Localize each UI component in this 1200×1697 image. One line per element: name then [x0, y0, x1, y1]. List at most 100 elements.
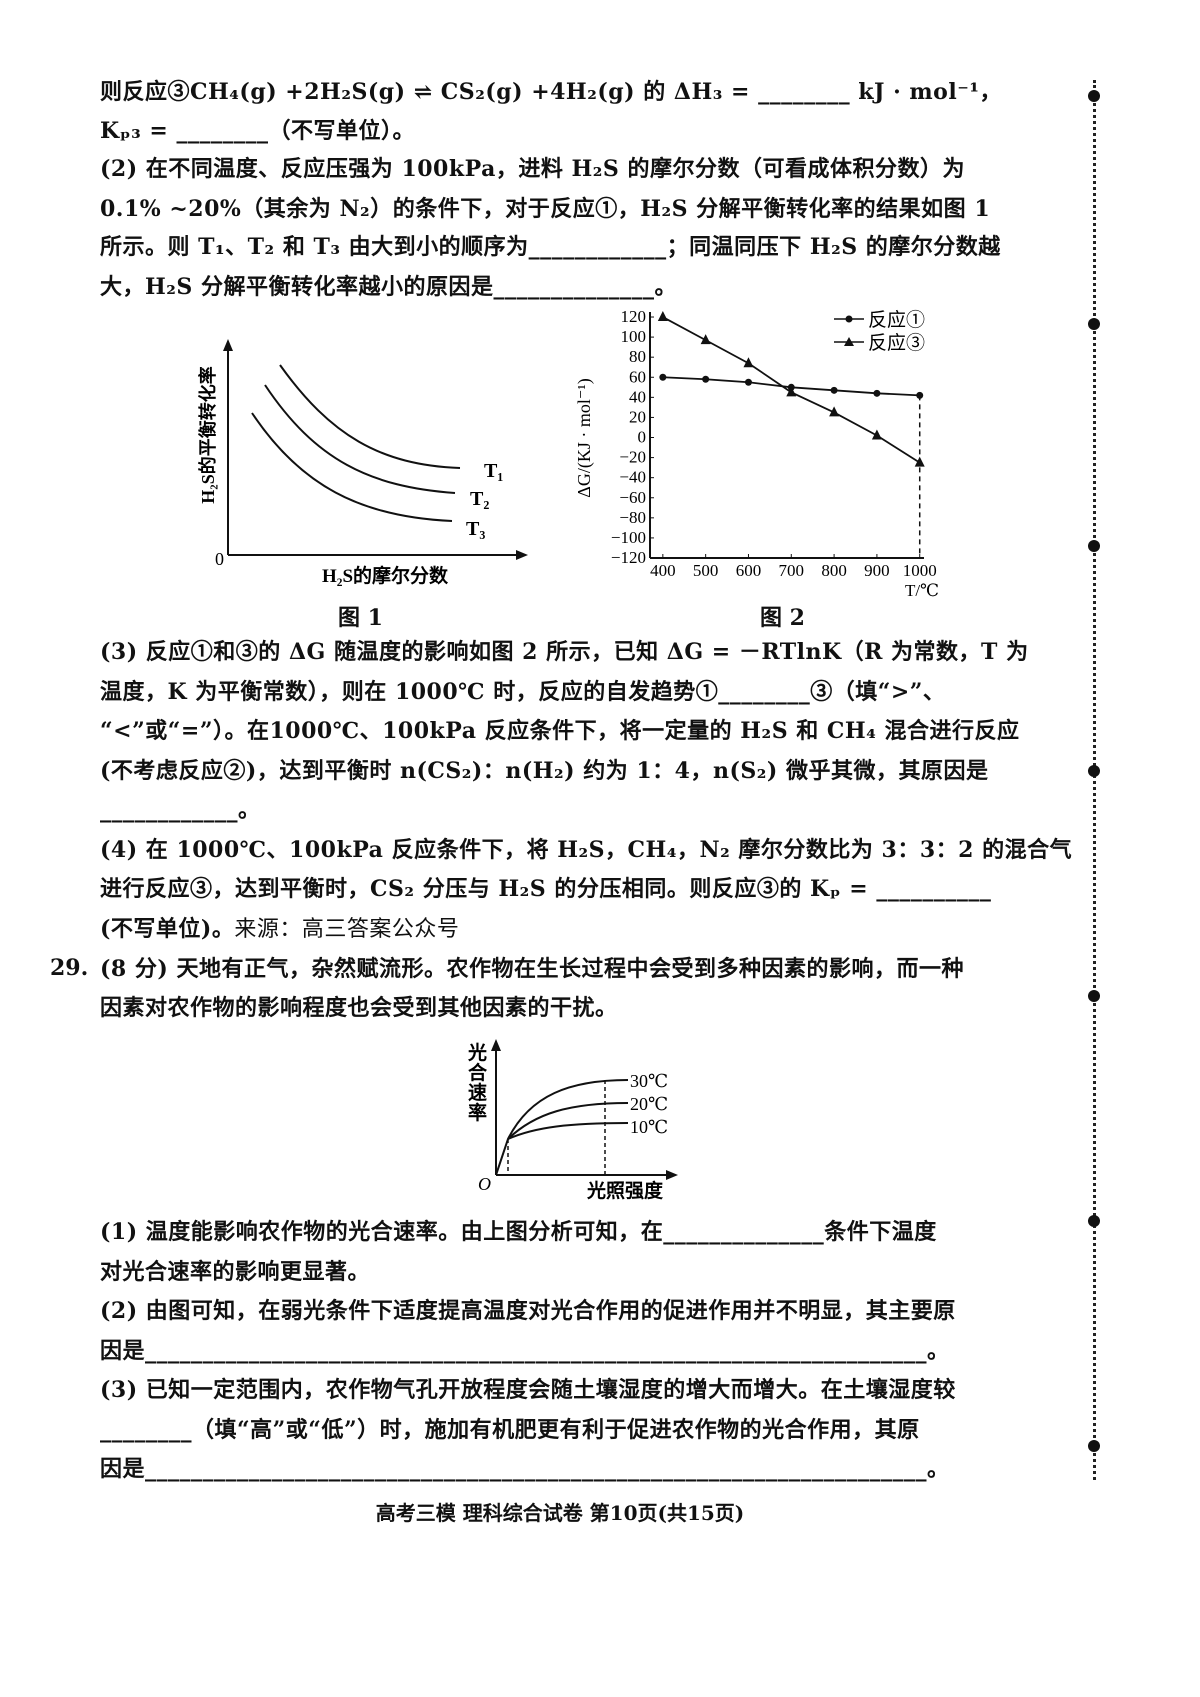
data-point-triangle	[700, 334, 711, 345]
q28-line: (3) 反应①和③的 ΔG 随温度的影响如图 2 所示，已知 ΔG = －RTl…	[100, 639, 1029, 665]
q28-line: (4) 在 1000℃、100kPa 反应条件下，将 H₂S，CH₄，N₂ 摩尔…	[100, 837, 1073, 863]
curve-10c	[507, 1122, 629, 1140]
x-tick-label: 800	[821, 561, 847, 580]
legend-entry: 反应③	[868, 332, 925, 354]
q29-line: 因是______________________________________…	[100, 1338, 950, 1364]
origin-label: 0	[215, 549, 224, 569]
x-axis-label: 光照强度	[586, 1179, 664, 1202]
q28-line: (不写单位)。来源：高三答案公众号	[100, 915, 459, 944]
q28-line: “<”或“=”）。在1000℃、100kPa 反应条件下，将一定量的 H₂S 和…	[100, 718, 1020, 744]
q28-line: 进行反应③，达到平衡时，CS₂ 分压与 H₂S 的分压相同。则反应③的 Kₚ =…	[100, 876, 992, 902]
q29-line: (1) 温度能影响农作物的光合速率。由上图分析可知，在_____________…	[100, 1219, 937, 1245]
q28-line: (不考虑反应②)，达到平衡时 n(CS₂)：n(H₂) 约为 1：4，n(S₂)…	[100, 758, 989, 784]
y-tick-label: −80	[619, 508, 646, 527]
x-tick-label: 1000	[903, 561, 937, 580]
y-tick-label: 40	[629, 387, 646, 406]
y-axis-label: ΔG/(KJ · mol⁻¹)	[574, 378, 595, 497]
y-tick-label: 60	[629, 367, 646, 386]
y-tick-label: 20	[629, 407, 646, 426]
y-axis-label: H₂S的平衡转化率	[197, 366, 218, 503]
data-point-triangle	[829, 406, 840, 417]
legend-circle-marker	[845, 315, 853, 323]
q28-line: (2) 在不同温度、反应压强为 100kPa，进料 H₂S 的摩尔分数（可看成体…	[100, 156, 965, 182]
label-30c: 30℃	[630, 1071, 668, 1091]
x-tick-label: 500	[693, 561, 719, 580]
binding-hole	[1088, 990, 1100, 1002]
data-point-circle	[873, 389, 881, 397]
data-point-circle	[830, 386, 838, 394]
q29-line: ________（填“高”或“低”）时，施加有机肥更有利于促进农作物的光合作用，…	[100, 1417, 920, 1443]
binding-hole	[1088, 540, 1100, 552]
label-t3: T₃	[466, 518, 485, 540]
x-tick-label: 400	[650, 561, 676, 580]
curve-t3	[251, 412, 453, 522]
x-axis-arrow-icon	[666, 1170, 678, 1180]
y-tick-label: −100	[611, 528, 646, 547]
q29-line: 对光合速率的影响更显著。	[100, 1259, 371, 1285]
binding-hole	[1088, 318, 1100, 330]
q28-line: 则反应③CH₄(g) +2H₂S(g) ⇌ CS₂(g) +4H₂(g) 的 Δ…	[100, 79, 1002, 105]
q29-line: (2) 由图可知，在弱光条件下适度提高温度对光合作用的促进作用并不明显，其主要原	[100, 1298, 956, 1324]
x-axis-label: T/℃	[905, 581, 939, 600]
curve-20c	[507, 1102, 629, 1140]
y-tick-label: −120	[611, 548, 646, 567]
x-tick-label: 900	[864, 561, 890, 580]
y-axis-label: 光合速率	[467, 1041, 488, 1124]
q28-line: ____________。	[100, 797, 261, 823]
data-point-triangle	[871, 429, 882, 440]
y-tick-label: −20	[619, 448, 646, 467]
binding-hole	[1088, 90, 1100, 102]
q28-last-line: (不写单位)。	[100, 916, 235, 942]
data-point-circle	[744, 378, 752, 386]
q28-line: 0.1% ~20%（其余为 N₂）的条件下，对于反应①，H₂S 分解平衡转化率的…	[100, 196, 991, 222]
y-tick-label: 80	[629, 347, 646, 366]
figure-1: T₁ T₂ T₃ 0 H₂S的摩尔分数 H₂S的平衡转化率	[197, 339, 528, 587]
y-tick-label: 120	[621, 307, 647, 326]
curve-t1	[279, 364, 461, 469]
x-axis-arrow-icon	[516, 550, 528, 560]
data-point-triangle	[657, 311, 668, 322]
q29-line: 因是______________________________________…	[100, 1456, 950, 1482]
page-footer: 高考三模 理科综合试卷 第10页(共15页)	[375, 1501, 745, 1525]
x-axis-label: H₂S的摩尔分数	[322, 564, 449, 587]
origin-label: O	[478, 1174, 491, 1194]
q28-line: 所示。则 T₁、T₂ 和 T₃ 由大到小的顺序为____________；同温同…	[100, 234, 1001, 260]
q29-line: (8 分) 天地有正气，杂然赋流形。农作物在生长过程中会受到多种因素的影响，而一…	[100, 956, 964, 982]
y-tick-label: 0	[638, 428, 647, 447]
data-point-triangle	[786, 386, 797, 397]
legend-entry: 反应①	[868, 309, 925, 331]
figure-2-caption: 图 2	[760, 605, 805, 631]
label-t2: T₂	[470, 488, 489, 510]
binding-hole	[1088, 1440, 1100, 1452]
q28-line: 大，H₂S 分解平衡转化率越小的原因是______________。	[100, 274, 677, 300]
curve-30c	[495, 1079, 629, 1176]
q29-line: (3) 已知一定范围内，农作物气孔开放程度会随土壤湿度的增大而增大。在土壤湿度较	[100, 1377, 956, 1403]
curve-t2	[264, 384, 456, 494]
legend: 反应① 反应③	[834, 309, 925, 354]
data-point-circle	[702, 375, 710, 383]
label-10c: 10℃	[630, 1117, 668, 1137]
binding-hole	[1088, 765, 1100, 777]
label-20c: 20℃	[630, 1094, 668, 1114]
y-tick-label: 100	[621, 327, 647, 346]
binding-edge-dotted-line	[1093, 80, 1096, 1480]
y-tick-label: −40	[619, 468, 646, 487]
y-axis-arrow-icon	[491, 1039, 501, 1051]
label-t1: T₁	[484, 460, 503, 482]
y-axis-arrow-icon	[223, 339, 233, 351]
q28-line: Kₚ₃ = ________（不写单位）。	[100, 118, 415, 144]
q29-line: 因素对农作物的影响程度也会受到其他因素的干扰。	[100, 995, 618, 1021]
x-tick-label: 600	[736, 561, 762, 580]
source-note: 来源：高三答案公众号	[234, 917, 460, 942]
question-number: 29.	[50, 955, 89, 981]
data-point-triangle	[914, 456, 925, 467]
data-point-circle	[659, 373, 667, 381]
y-tick-label: −60	[619, 488, 646, 507]
data-point-circle	[916, 391, 924, 399]
x-tick-label: 700	[779, 561, 805, 580]
data-point-triangle	[743, 357, 754, 368]
binding-hole	[1088, 1215, 1100, 1227]
photosynthesis-figure: 30℃ 20℃ 10℃ O 光照强度 光合速率	[467, 1039, 678, 1202]
q28-line: 温度，K 为平衡常数），则在 1000℃ 时，反应的自发趋势①________③…	[100, 679, 946, 705]
